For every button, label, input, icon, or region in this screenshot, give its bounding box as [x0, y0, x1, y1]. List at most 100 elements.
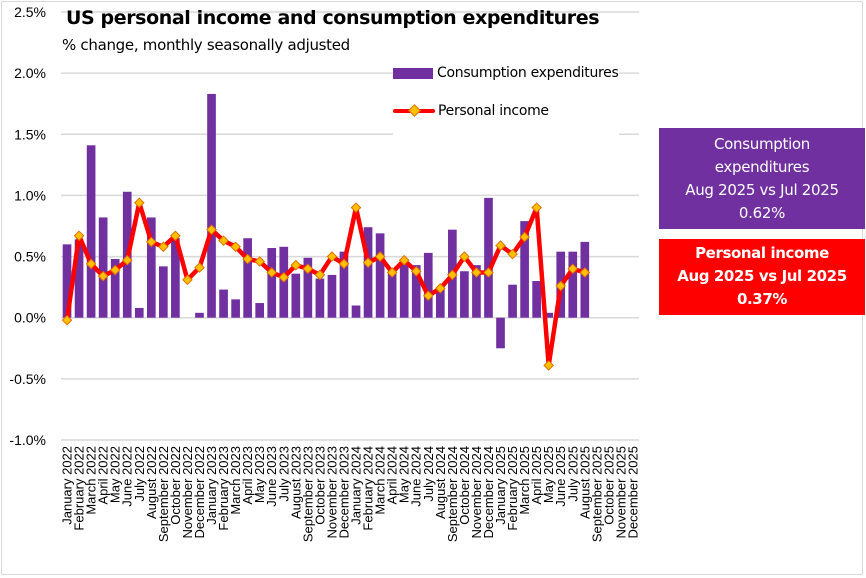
line-series-income: [64, 200, 588, 368]
income-marker: [170, 230, 181, 242]
income-marker: [146, 236, 157, 248]
income-marker: [422, 290, 434, 302]
income-marker: [483, 267, 494, 278]
bar: [351, 305, 361, 318]
bar: [255, 303, 265, 318]
income-marker: [350, 202, 362, 213]
income-marker: [314, 269, 326, 281]
income-marker: [326, 251, 338, 262]
bar-series-consumption: [62, 93, 590, 349]
bar: [171, 238, 180, 318]
x-tick-label: December 2024: [481, 446, 496, 539]
bar: [267, 248, 277, 318]
x-tick-label: November 2025: [613, 446, 628, 539]
income-marker: [471, 267, 482, 278]
bar: [74, 239, 84, 318]
income-marker: [435, 283, 446, 294]
x-tick-label: March 2023: [228, 446, 243, 515]
bar: [399, 262, 409, 318]
callout-line: Aug 2025 vs Jul 2025: [685, 181, 839, 199]
x-tick-label: June 2025: [553, 446, 568, 507]
income-marker: [579, 267, 591, 278]
bar: [568, 251, 578, 318]
callout-line: Personal income: [695, 244, 829, 262]
income-marker: [230, 241, 241, 253]
bar: [411, 265, 421, 318]
bar: [423, 252, 433, 318]
legend-item-consumption: Consumption expenditures: [393, 63, 619, 83]
bar: [496, 317, 505, 349]
x-tick-label: October 2023: [312, 446, 327, 525]
bar: [146, 217, 156, 318]
income-marker: [242, 253, 253, 265]
bar: [508, 284, 517, 318]
bar: [207, 93, 216, 318]
bar: [435, 287, 445, 318]
income-line: [64, 200, 588, 368]
bar: [339, 251, 349, 318]
x-tick-label: October 2022: [168, 446, 183, 525]
income-marker: [495, 240, 506, 251]
income-marker: [459, 251, 470, 262]
income-marker: [61, 314, 73, 326]
x-tick-label: April 2024: [385, 446, 400, 505]
chart-subtitle: % change, monthly seasonally adjusted: [62, 36, 350, 54]
income-marker: [278, 272, 290, 283]
x-tick-label: April 2025: [529, 446, 544, 505]
income-marker: [158, 241, 169, 253]
x-tick-label: September 2023: [300, 446, 315, 542]
y-tick-label: 2.5%: [14, 4, 46, 20]
bar: [472, 265, 481, 318]
x-tick-label: October 2025: [601, 446, 616, 525]
legend-line-marker-icon: [393, 104, 435, 117]
income-marker: [290, 259, 302, 271]
income-marker: [206, 224, 217, 235]
x-tick-label: May 2022: [108, 446, 123, 503]
income-marker: [567, 263, 579, 275]
legend-label: Personal income: [438, 103, 549, 119]
income-marker: [85, 258, 97, 270]
x-tick-label: April 2022: [96, 446, 111, 505]
bar: [243, 238, 252, 318]
callout-income: Personal income Aug 2025 vs Jul 2025 0.3…: [659, 239, 865, 315]
income-marker: [182, 274, 193, 286]
marker-series-income: [61, 197, 591, 371]
x-tick-label: July 2025: [565, 446, 580, 502]
bar: [98, 217, 108, 318]
income-marker: [555, 280, 567, 292]
x-tick-label: May 2024: [397, 446, 412, 503]
chart-title: US personal income and consumption expen…: [66, 7, 600, 29]
bar: [315, 278, 325, 318]
x-tick-label: June 2024: [409, 446, 424, 507]
x-tick-label: July 2022: [132, 446, 147, 502]
x-tick-label: July 2023: [276, 446, 291, 502]
income-marker: [398, 254, 410, 266]
bar: [363, 227, 373, 318]
x-tick-label: December 2023: [336, 446, 351, 539]
x-tick-label: October 2024: [457, 446, 472, 525]
income-marker: [447, 269, 458, 281]
x-tick-label: January 2024: [349, 446, 364, 525]
x-tick-label: December 2025: [625, 446, 640, 539]
income-marker: [374, 251, 386, 262]
income-marker: [543, 360, 554, 371]
bar: [532, 281, 541, 318]
bar: [460, 271, 469, 318]
callout-value: 0.62%: [738, 204, 786, 222]
x-tick-label: August 2024: [433, 446, 448, 519]
y-tick-label: -0.5%: [9, 371, 46, 387]
bar: [291, 273, 301, 318]
callout-line: expenditures: [714, 158, 810, 176]
income-marker: [133, 197, 145, 209]
x-tick-label: July 2024: [421, 446, 436, 502]
income-marker: [194, 262, 205, 273]
y-tick-label: 0.5%: [14, 249, 46, 265]
x-tick-label: September 2025: [589, 446, 604, 542]
bar: [219, 289, 228, 318]
income-marker: [97, 270, 109, 282]
bar: [327, 274, 337, 318]
x-tick-label: January 2023: [204, 446, 219, 525]
x-tick-label: February 2025: [505, 446, 520, 531]
x-tick-label: May 2025: [541, 446, 556, 503]
